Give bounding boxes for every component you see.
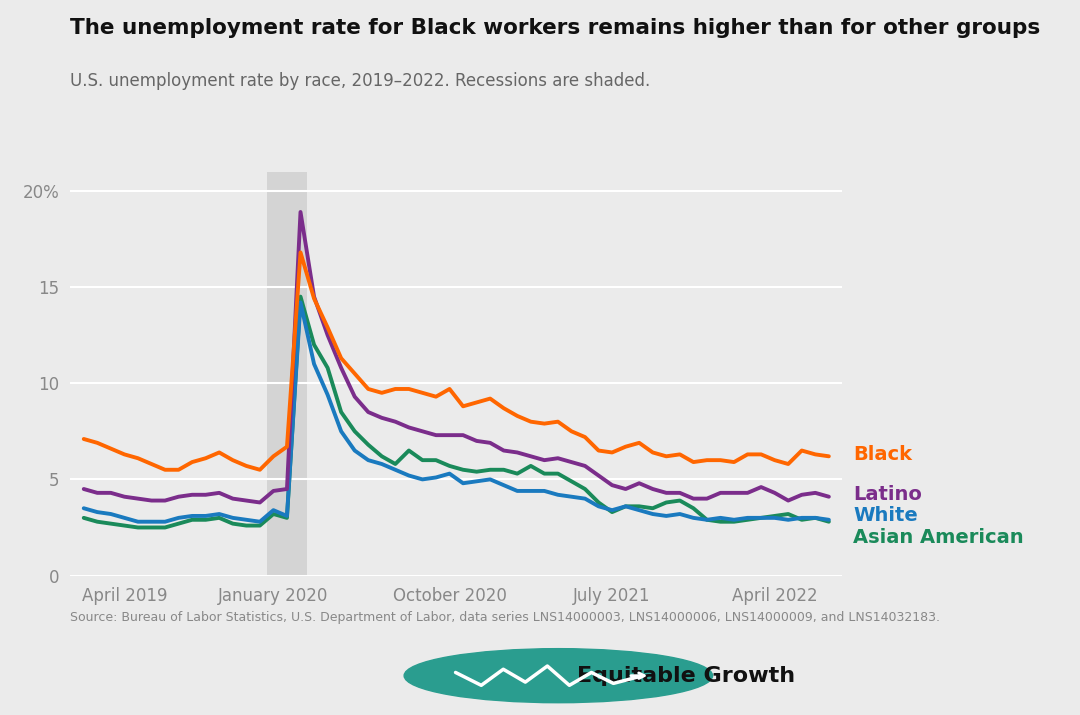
Circle shape [404, 649, 713, 703]
Text: Source: Bureau of Labor Statistics, U.S. Department of Labor, data series LNS140: Source: Bureau of Labor Statistics, U.S.… [70, 611, 941, 624]
Bar [267, 172, 308, 576]
Text: The unemployment rate for Black workers remains higher than for other groups: The unemployment rate for Black workers … [70, 18, 1040, 38]
Text: Latino: Latino [853, 485, 922, 504]
Text: Equitable Growth: Equitable Growth [577, 666, 795, 686]
Text: Black: Black [853, 445, 913, 464]
Text: U.S. unemployment rate by race, 2019–2022. Recessions are shaded.: U.S. unemployment rate by race, 2019–202… [70, 72, 650, 89]
Text: White: White [853, 506, 918, 526]
Text: Asian American: Asian American [853, 528, 1024, 546]
